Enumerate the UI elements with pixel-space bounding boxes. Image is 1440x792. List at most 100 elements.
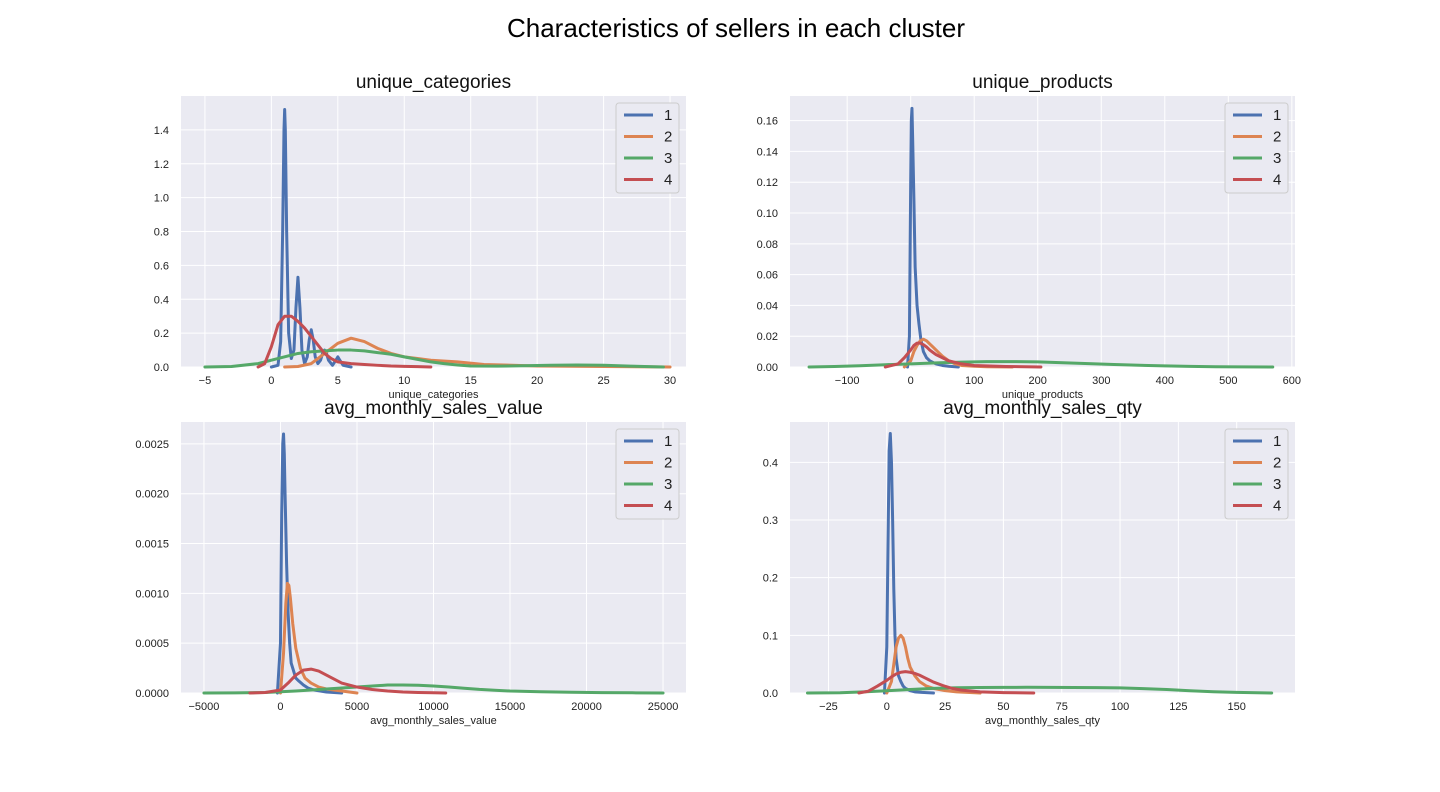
legend: 1 2 3 4 bbox=[1224, 102, 1289, 194]
y-tick-label: 0.1 bbox=[763, 630, 778, 642]
plot-background bbox=[790, 96, 1295, 367]
legend-label-3: 3 bbox=[1273, 476, 1281, 493]
x-tick-label: 5000 bbox=[345, 701, 369, 713]
legend-label-2: 2 bbox=[664, 455, 672, 472]
x-tick-label: 15000 bbox=[495, 701, 526, 713]
y-tick-label: 1.4 bbox=[154, 125, 169, 137]
legend-label-3: 3 bbox=[1273, 150, 1281, 167]
y-tick-label: 0.08 bbox=[757, 239, 778, 251]
x-axis-label: avg_monthly_sales_qty bbox=[985, 715, 1100, 727]
legend-box bbox=[615, 428, 680, 520]
x-tick-label: 20 bbox=[531, 375, 543, 387]
y-tick-label: 1.2 bbox=[154, 159, 169, 171]
y-tick-label: 0.0015 bbox=[135, 539, 169, 551]
y-tick-label: 0.04 bbox=[757, 300, 778, 312]
series-line-3 bbox=[202, 683, 665, 695]
y-tick-label: 0.0020 bbox=[135, 489, 169, 501]
legend-label-1: 1 bbox=[664, 433, 672, 450]
legend-label-2: 2 bbox=[664, 129, 672, 146]
subplot-3: −5000 0 5000 10000 15000 20000 25000 0.0000 0.00… bbox=[135, 398, 686, 727]
x-tick-label: 25 bbox=[597, 375, 609, 387]
legend-label-4: 4 bbox=[1273, 498, 1281, 515]
x-tick-label: 75 bbox=[1056, 701, 1068, 713]
legend-label-1: 1 bbox=[1273, 433, 1281, 450]
x-tick-label: −25 bbox=[819, 701, 838, 713]
legend-label-4: 4 bbox=[664, 172, 672, 189]
y-tick-label: 0.0000 bbox=[135, 688, 169, 700]
subplot-title: avg_monthly_sales_qty bbox=[943, 398, 1142, 419]
x-tick-label: 25000 bbox=[648, 701, 679, 713]
legend-label-3: 3 bbox=[664, 476, 672, 493]
x-tick-label: −5000 bbox=[189, 701, 220, 713]
x-tick-label: −5 bbox=[199, 375, 212, 387]
legend-label-4: 4 bbox=[664, 498, 672, 515]
legend-label-1: 1 bbox=[1273, 107, 1281, 124]
series-line-4 bbox=[248, 667, 448, 695]
y-tick-label: 0.16 bbox=[757, 116, 778, 128]
y-tick-label: 0.0005 bbox=[135, 638, 169, 650]
x-tick-label: 50 bbox=[997, 701, 1009, 713]
subplots-container: −5 0 5 10 15 20 25 300.00.20.40.60.81.01.21.4un… bbox=[135, 72, 1301, 727]
x-tick-label: 150 bbox=[1228, 701, 1246, 713]
legend-label-1: 1 bbox=[664, 107, 672, 124]
x-tick-label: 600 bbox=[1283, 375, 1301, 387]
y-tick-label: 0.0 bbox=[154, 362, 169, 374]
x-tick-label: 125 bbox=[1169, 701, 1187, 713]
x-tick-label: 0 bbox=[268, 375, 274, 387]
subplot-title: avg_monthly_sales_value bbox=[324, 398, 543, 419]
x-tick-label: 0 bbox=[277, 701, 283, 713]
y-tick-label: 0.4 bbox=[154, 294, 169, 306]
x-tick-label: 5 bbox=[335, 375, 341, 387]
legend: 1 2 3 4 bbox=[615, 428, 680, 520]
series-line-3 bbox=[807, 360, 1275, 369]
y-tick-label: 0.0010 bbox=[135, 588, 169, 600]
x-tick-label: −100 bbox=[835, 375, 860, 387]
series-line-3 bbox=[805, 685, 1274, 695]
plot-background bbox=[790, 422, 1295, 693]
x-tick-label: 400 bbox=[1156, 375, 1174, 387]
x-tick-label: 20000 bbox=[571, 701, 602, 713]
series-line-1 bbox=[269, 108, 353, 369]
legend-label-2: 2 bbox=[1273, 455, 1281, 472]
x-tick-label: 10 bbox=[398, 375, 410, 387]
y-tick-label: 0.0025 bbox=[135, 439, 169, 451]
y-tick-label: 0.2 bbox=[763, 573, 778, 585]
y-tick-label: 0.2 bbox=[154, 328, 169, 340]
subplot-title: unique_categories bbox=[356, 72, 511, 93]
series-line-4 bbox=[883, 341, 1043, 369]
series-line-2 bbox=[278, 581, 359, 695]
legend-box bbox=[615, 102, 680, 194]
subplot-4: −25 0 25 50 75 100 125 150 0.0 0.1 0.2 0.3 0.4 avg_mo… bbox=[763, 398, 1295, 727]
legend: 1 2 3 4 bbox=[615, 102, 680, 194]
y-tick-label: 0.8 bbox=[154, 227, 169, 239]
x-tick-label: 100 bbox=[965, 375, 983, 387]
x-tick-label: 100 bbox=[1111, 701, 1129, 713]
legend-box bbox=[1224, 428, 1289, 520]
y-tick-label: 0.00 bbox=[757, 362, 778, 374]
y-tick-label: 0.6 bbox=[154, 260, 169, 272]
figure-title: Characteristics of sellers in each clust… bbox=[507, 13, 965, 43]
x-tick-label: 0 bbox=[908, 375, 914, 387]
y-tick-label: 0.4 bbox=[763, 457, 778, 469]
x-tick-label: 500 bbox=[1219, 375, 1237, 387]
legend: 1 2 3 4 bbox=[1224, 428, 1289, 520]
x-axis-label: unique_products bbox=[1002, 389, 1084, 401]
x-tick-label: 200 bbox=[1029, 375, 1047, 387]
y-tick-label: 1.0 bbox=[154, 193, 169, 205]
subplot-1: −5 0 5 10 15 20 25 30 0.0 0.2 0.4 0.6 0.8 1.0 1.2 1.4 un… bbox=[154, 72, 686, 401]
subplot-2: −100 0 100 200 300 400 500 600 0.00 0.02 0.04 0.06 0… bbox=[757, 72, 1301, 401]
x-tick-label: 30 bbox=[664, 375, 676, 387]
y-tick-label: 0.12 bbox=[757, 177, 778, 189]
y-tick-label: 0.02 bbox=[757, 331, 778, 343]
legend-label-4: 4 bbox=[1273, 172, 1281, 189]
y-tick-label: 0.06 bbox=[757, 270, 778, 282]
y-tick-label: 0.0 bbox=[763, 688, 778, 700]
subplot-title: unique_products bbox=[972, 72, 1113, 93]
y-tick-label: 0.3 bbox=[763, 515, 778, 527]
series-line-4 bbox=[256, 314, 433, 369]
legend-box bbox=[1224, 102, 1289, 194]
x-tick-label: 10000 bbox=[418, 701, 449, 713]
y-tick-label: 0.14 bbox=[757, 146, 778, 158]
x-tick-label: 300 bbox=[1092, 375, 1110, 387]
x-axis-label: unique_categories bbox=[389, 389, 479, 401]
